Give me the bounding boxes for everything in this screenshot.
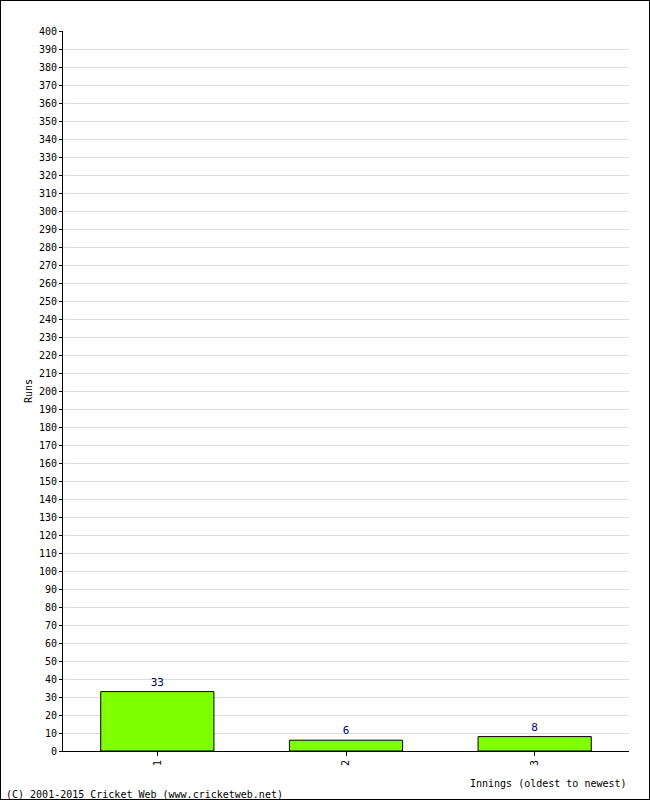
svg-text:80: 80 bbox=[45, 602, 57, 613]
svg-text:40: 40 bbox=[45, 674, 57, 685]
svg-text:1: 1 bbox=[152, 760, 163, 766]
svg-text:150: 150 bbox=[39, 476, 57, 487]
svg-text:50: 50 bbox=[45, 656, 57, 667]
svg-text:8: 8 bbox=[531, 721, 538, 734]
svg-text:290: 290 bbox=[39, 224, 57, 235]
svg-text:Runs: Runs bbox=[23, 379, 34, 403]
svg-text:210: 210 bbox=[39, 368, 57, 379]
svg-text:60: 60 bbox=[45, 638, 57, 649]
svg-text:230: 230 bbox=[39, 332, 57, 343]
svg-text:30: 30 bbox=[45, 692, 57, 703]
svg-text:100: 100 bbox=[39, 566, 57, 577]
svg-text:10: 10 bbox=[45, 728, 57, 739]
svg-text:140: 140 bbox=[39, 494, 57, 505]
svg-text:400: 400 bbox=[39, 26, 57, 37]
svg-text:2: 2 bbox=[340, 760, 351, 766]
svg-text:330: 330 bbox=[39, 152, 57, 163]
svg-text:Innings (oldest to newest): Innings (oldest to newest) bbox=[470, 778, 627, 789]
svg-text:250: 250 bbox=[39, 296, 57, 307]
svg-text:200: 200 bbox=[39, 386, 57, 397]
svg-text:110: 110 bbox=[39, 548, 57, 559]
svg-text:360: 360 bbox=[39, 98, 57, 109]
svg-text:240: 240 bbox=[39, 314, 57, 325]
svg-text:3: 3 bbox=[529, 760, 540, 766]
svg-text:33: 33 bbox=[151, 676, 164, 689]
svg-text:130: 130 bbox=[39, 512, 57, 523]
svg-text:380: 380 bbox=[39, 62, 57, 73]
svg-text:320: 320 bbox=[39, 170, 57, 181]
svg-text:280: 280 bbox=[39, 242, 57, 253]
svg-text:190: 190 bbox=[39, 404, 57, 415]
svg-text:20: 20 bbox=[45, 710, 57, 721]
svg-text:390: 390 bbox=[39, 44, 57, 55]
svg-text:70: 70 bbox=[45, 620, 57, 631]
svg-text:350: 350 bbox=[39, 116, 57, 127]
svg-text:90: 90 bbox=[45, 584, 57, 595]
svg-text:270: 270 bbox=[39, 260, 57, 271]
svg-text:310: 310 bbox=[39, 188, 57, 199]
svg-text:340: 340 bbox=[39, 134, 57, 145]
svg-text:170: 170 bbox=[39, 440, 57, 451]
svg-text:0: 0 bbox=[51, 746, 57, 757]
svg-text:260: 260 bbox=[39, 278, 57, 289]
svg-text:300: 300 bbox=[39, 206, 57, 217]
svg-text:6: 6 bbox=[343, 724, 350, 737]
svg-text:180: 180 bbox=[39, 422, 57, 433]
svg-text:(C) 2001-2015 Cricket Web (www: (C) 2001-2015 Cricket Web (www.cricketwe… bbox=[6, 789, 283, 799]
svg-text:120: 120 bbox=[39, 530, 57, 541]
svg-text:220: 220 bbox=[39, 350, 57, 361]
svg-text:160: 160 bbox=[39, 458, 57, 469]
svg-text:370: 370 bbox=[39, 80, 57, 91]
